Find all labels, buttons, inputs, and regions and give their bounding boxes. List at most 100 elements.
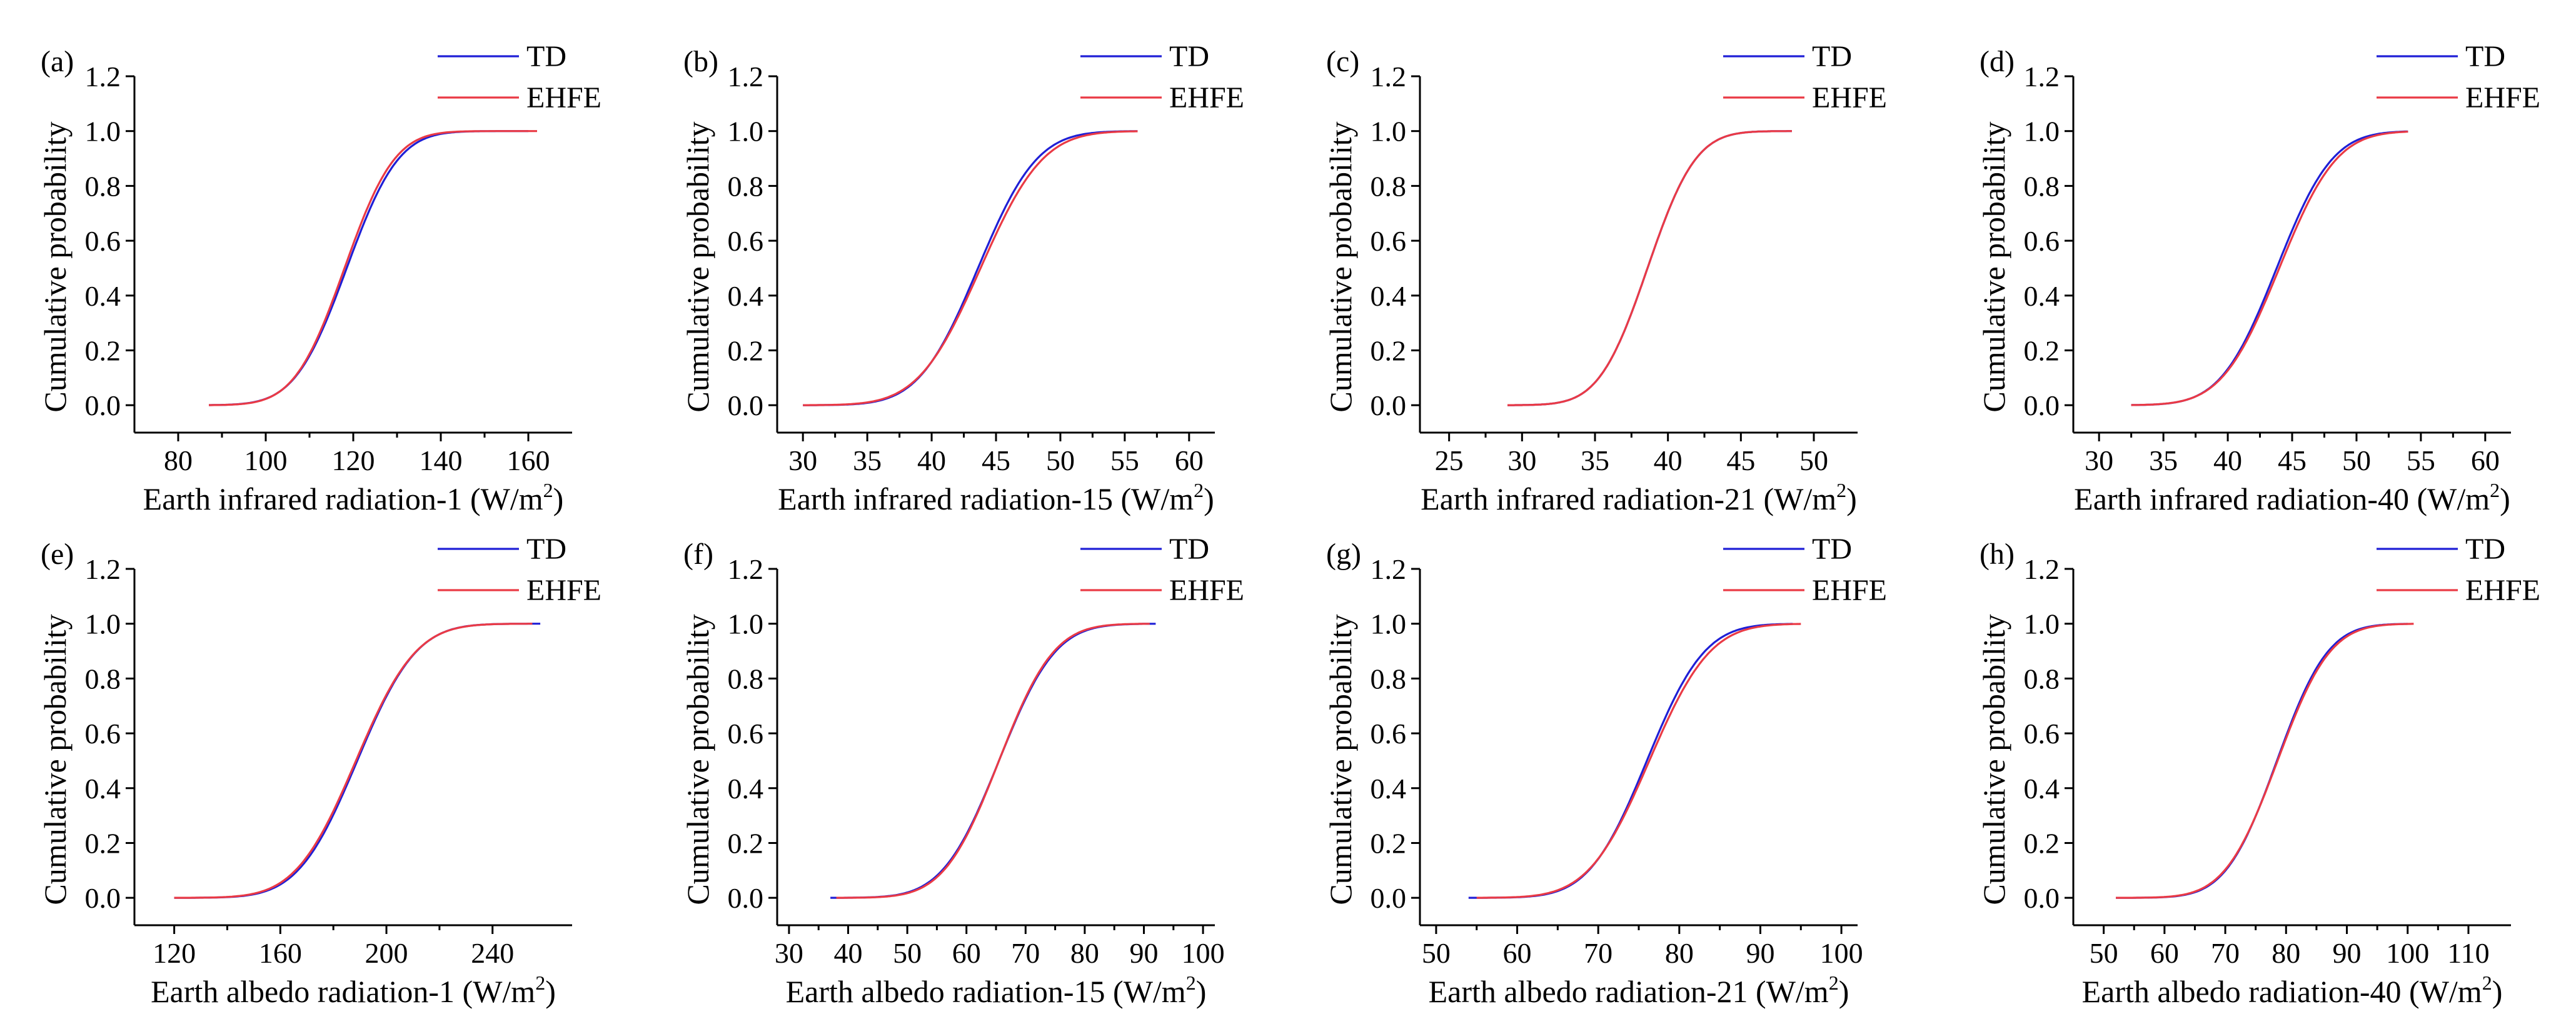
y-tick-label: 0.0 xyxy=(728,882,764,914)
y-tick-label: 1.0 xyxy=(85,608,121,640)
chart-panel-d: 0.0 0.2 0.4 0.6 0.8 1.0 1.2 30 35 40 45 50 55 60 Cumul… xyxy=(1976,40,2540,516)
x-tick-label: 60 xyxy=(1175,444,1204,476)
legend-label-td: TD xyxy=(1169,533,1209,566)
x-axis-title: Earth infrared radiation-15 (W/m2) xyxy=(778,479,1214,516)
x-tick-label: 120 xyxy=(332,444,375,476)
x-axis-unit-suffix: ) xyxy=(1839,974,1849,1009)
y-tick-label: 0.0 xyxy=(1371,389,1407,421)
legend-label-ehfe: EHFE xyxy=(526,81,601,114)
y-axis-title: Cumulative probability xyxy=(680,121,715,412)
x-axis-title-text: Earth infrared radiation-21 (W/m xyxy=(1421,481,1836,516)
x-tick-label: 50 xyxy=(893,937,922,969)
legend-label-ehfe: EHFE xyxy=(1169,574,1244,607)
y-tick-label: 1.2 xyxy=(2024,553,2060,585)
y-tick-label: 0.2 xyxy=(1371,827,1407,859)
x-tick-label: 60 xyxy=(2471,444,2500,476)
chart-panel-a: 0.0 0.2 0.4 0.6 0.8 1.0 1.2 80 100 120 140 160 Cumul… xyxy=(38,40,601,516)
x-tick-label: 40 xyxy=(834,937,863,969)
y-axis-title: Cumulative probability xyxy=(680,614,715,905)
x-axis-title-text: Earth infrared radiation-40 (W/m xyxy=(2074,481,2490,516)
x-tick-label: 35 xyxy=(853,444,882,476)
x-tick-label: 40 xyxy=(2213,444,2242,476)
x-tick-label: 200 xyxy=(365,937,408,969)
panel-label: (d) xyxy=(1980,45,2015,78)
x-tick-label: 70 xyxy=(2211,937,2240,969)
y-tick-label: 0.8 xyxy=(2024,663,2060,695)
series-line-td xyxy=(803,130,1138,406)
x-tick-label: 90 xyxy=(1746,937,1774,969)
x-axis-unit-superscript: 2 xyxy=(1836,479,1846,501)
y-tick-label: 0.0 xyxy=(85,882,121,914)
y-tick-label: 1.2 xyxy=(85,553,121,585)
y-tick-label: 0.0 xyxy=(2024,389,2060,421)
x-axis-unit-superscript: 2 xyxy=(535,971,545,994)
x-axis-title: Earth albedo radiation-15 (W/m2) xyxy=(786,971,1207,1009)
y-tick-label: 0.6 xyxy=(728,225,764,257)
x-tick-label: 240 xyxy=(471,937,514,969)
x-tick-label: 50 xyxy=(1422,937,1451,969)
x-tick-label: 25 xyxy=(1435,444,1464,476)
x-tick-label: 60 xyxy=(1503,937,1532,969)
x-tick-label: 40 xyxy=(917,444,946,476)
y-tick-label: 1.0 xyxy=(2024,608,2060,640)
y-tick-label: 0.6 xyxy=(2024,718,2060,750)
y-axis-title: Cumulative probability xyxy=(1323,121,1358,412)
x-tick-label: 50 xyxy=(2342,444,2371,476)
x-tick-label: 160 xyxy=(259,937,302,969)
y-tick-label: 1.0 xyxy=(1371,608,1407,640)
x-axis-title-text: Earth albedo radiation-40 (W/m xyxy=(2082,974,2482,1009)
x-axis-title-text: Earth albedo radiation-15 (W/m xyxy=(786,974,1186,1009)
series-line-td xyxy=(1507,130,1792,406)
x-tick-label: 80 xyxy=(1070,937,1099,969)
series-line-td xyxy=(1468,623,1793,899)
x-tick-label: 60 xyxy=(952,937,981,969)
y-tick-label: 1.2 xyxy=(85,61,121,93)
x-tick-label: 30 xyxy=(788,444,817,476)
series-line-ehfe xyxy=(836,623,1150,899)
x-tick-label: 45 xyxy=(982,444,1010,476)
y-tick-label: 1.0 xyxy=(2024,116,2060,148)
x-tick-label: 100 xyxy=(1820,937,1863,969)
y-tick-label: 0.8 xyxy=(1371,663,1407,695)
y-tick-label: 0.0 xyxy=(1371,882,1407,914)
y-tick-label: 0.4 xyxy=(85,280,121,312)
series-line-ehfe xyxy=(1507,130,1792,406)
panel-label: (f) xyxy=(683,538,713,571)
legend-label-td: TD xyxy=(2465,533,2505,566)
x-axis-unit-suffix: ) xyxy=(1204,481,1214,516)
y-tick-label: 1.0 xyxy=(1371,116,1407,148)
chart-panel-g: 0.0 0.2 0.4 0.6 0.8 1.0 1.2 50 60 70 80 90 100 Cumula… xyxy=(1323,533,1887,1009)
y-tick-label: 0.2 xyxy=(2024,334,2060,366)
legend-label-ehfe: EHFE xyxy=(1812,81,1887,114)
x-tick-label: 100 xyxy=(244,444,288,476)
x-tick-label: 70 xyxy=(1584,937,1613,969)
y-tick-label: 0.6 xyxy=(85,718,121,750)
legend-label-td: TD xyxy=(2465,40,2505,73)
y-axis-title: Cumulative probability xyxy=(38,121,73,412)
y-tick-label: 0.8 xyxy=(85,170,121,202)
series-line-td xyxy=(830,623,1156,899)
x-axis-unit-superscript: 2 xyxy=(2490,479,2500,501)
panel-label: (e) xyxy=(41,538,74,571)
legend-label-td: TD xyxy=(1812,40,1852,73)
y-tick-label: 0.4 xyxy=(1371,280,1407,312)
x-axis-unit-suffix: ) xyxy=(1196,974,1207,1009)
x-tick-label: 35 xyxy=(2149,444,2178,476)
y-axis-title: Cumulative probability xyxy=(1976,121,2011,412)
x-axis-unit-superscript: 2 xyxy=(1186,971,1196,994)
chart-panel-e: 0.0 0.2 0.4 0.6 0.8 1.0 1.2 120 160 200 240 Cumulat… xyxy=(38,533,601,1009)
x-tick-label: 120 xyxy=(153,937,196,969)
series-line-ehfe xyxy=(209,130,537,406)
x-axis-unit-superscript: 2 xyxy=(1829,971,1839,994)
x-tick-label: 80 xyxy=(2272,937,2300,969)
y-tick-label: 1.2 xyxy=(1371,553,1407,585)
panel-label: (c) xyxy=(1326,45,1359,78)
x-tick-label: 140 xyxy=(420,444,463,476)
chart-panel-f: 0.0 0.2 0.4 0.6 0.8 1.0 1.2 30 40 50 60 70 80 90 100 Cu… xyxy=(680,533,1244,1009)
y-tick-label: 0.0 xyxy=(85,389,121,421)
y-tick-label: 0.8 xyxy=(728,663,764,695)
x-tick-label: 90 xyxy=(2333,937,2362,969)
legend-label-ehfe: EHFE xyxy=(2465,81,2540,114)
x-tick-label: 60 xyxy=(2150,937,2179,969)
